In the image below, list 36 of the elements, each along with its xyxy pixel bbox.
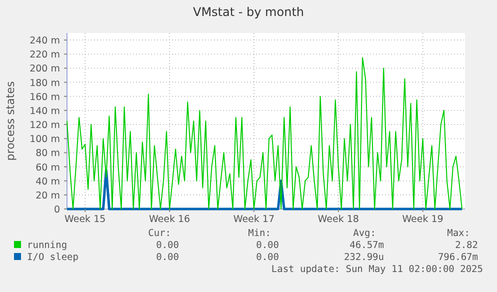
- line-series: [66, 57, 462, 210]
- text: 796.67m: [438, 252, 478, 263]
- text: Avg:: [353, 228, 376, 239]
- x-tick-label: Week 19: [402, 214, 444, 225]
- text: Max:: [447, 228, 470, 239]
- legend-label: running: [27, 240, 68, 251]
- text: Min:: [248, 228, 271, 239]
- legend-label: I/O sleep: [27, 252, 79, 263]
- text: 0.00: [156, 252, 180, 263]
- x-tick-label: Week 15: [64, 214, 106, 225]
- y-tick-label: 220 m: [30, 50, 60, 61]
- text: Last update: Sun May 11 02:00:00 2025: [271, 264, 483, 275]
- x-tick-label: Week 18: [318, 214, 359, 225]
- y-tick-label: 200 m: [30, 64, 60, 75]
- x-tick-label: Week 17: [233, 214, 275, 225]
- y-tick-label: 20 m: [36, 190, 60, 202]
- text: 46.57m: [350, 240, 384, 251]
- text: 0.00: [256, 252, 280, 263]
- x-tick-label: Week 16: [148, 214, 190, 225]
- y-tick-label: 80 m: [36, 148, 60, 160]
- y-tick-label: 60 m: [36, 162, 60, 174]
- y-tick-label: 40 m: [36, 176, 60, 188]
- y-tick-label: 120 m: [30, 120, 60, 132]
- text: 232.99u: [344, 252, 384, 263]
- y-tick-label: 140 m: [30, 106, 60, 117]
- text: 2.82: [455, 240, 478, 251]
- text: Cur:: [148, 228, 171, 239]
- text: 0.00: [256, 240, 280, 251]
- y-tick-label: 100 m: [30, 134, 60, 146]
- text: 0.00: [156, 240, 180, 251]
- chart-title: VMstat - by month: [192, 5, 304, 19]
- y-tick-label: 0: [54, 204, 60, 216]
- y-tick-label: 240 m: [30, 36, 60, 47]
- y-tick-label: 180 m: [30, 78, 60, 89]
- y-axis-title: process states: [4, 81, 17, 161]
- y-tick-label: 160 m: [30, 92, 60, 103]
